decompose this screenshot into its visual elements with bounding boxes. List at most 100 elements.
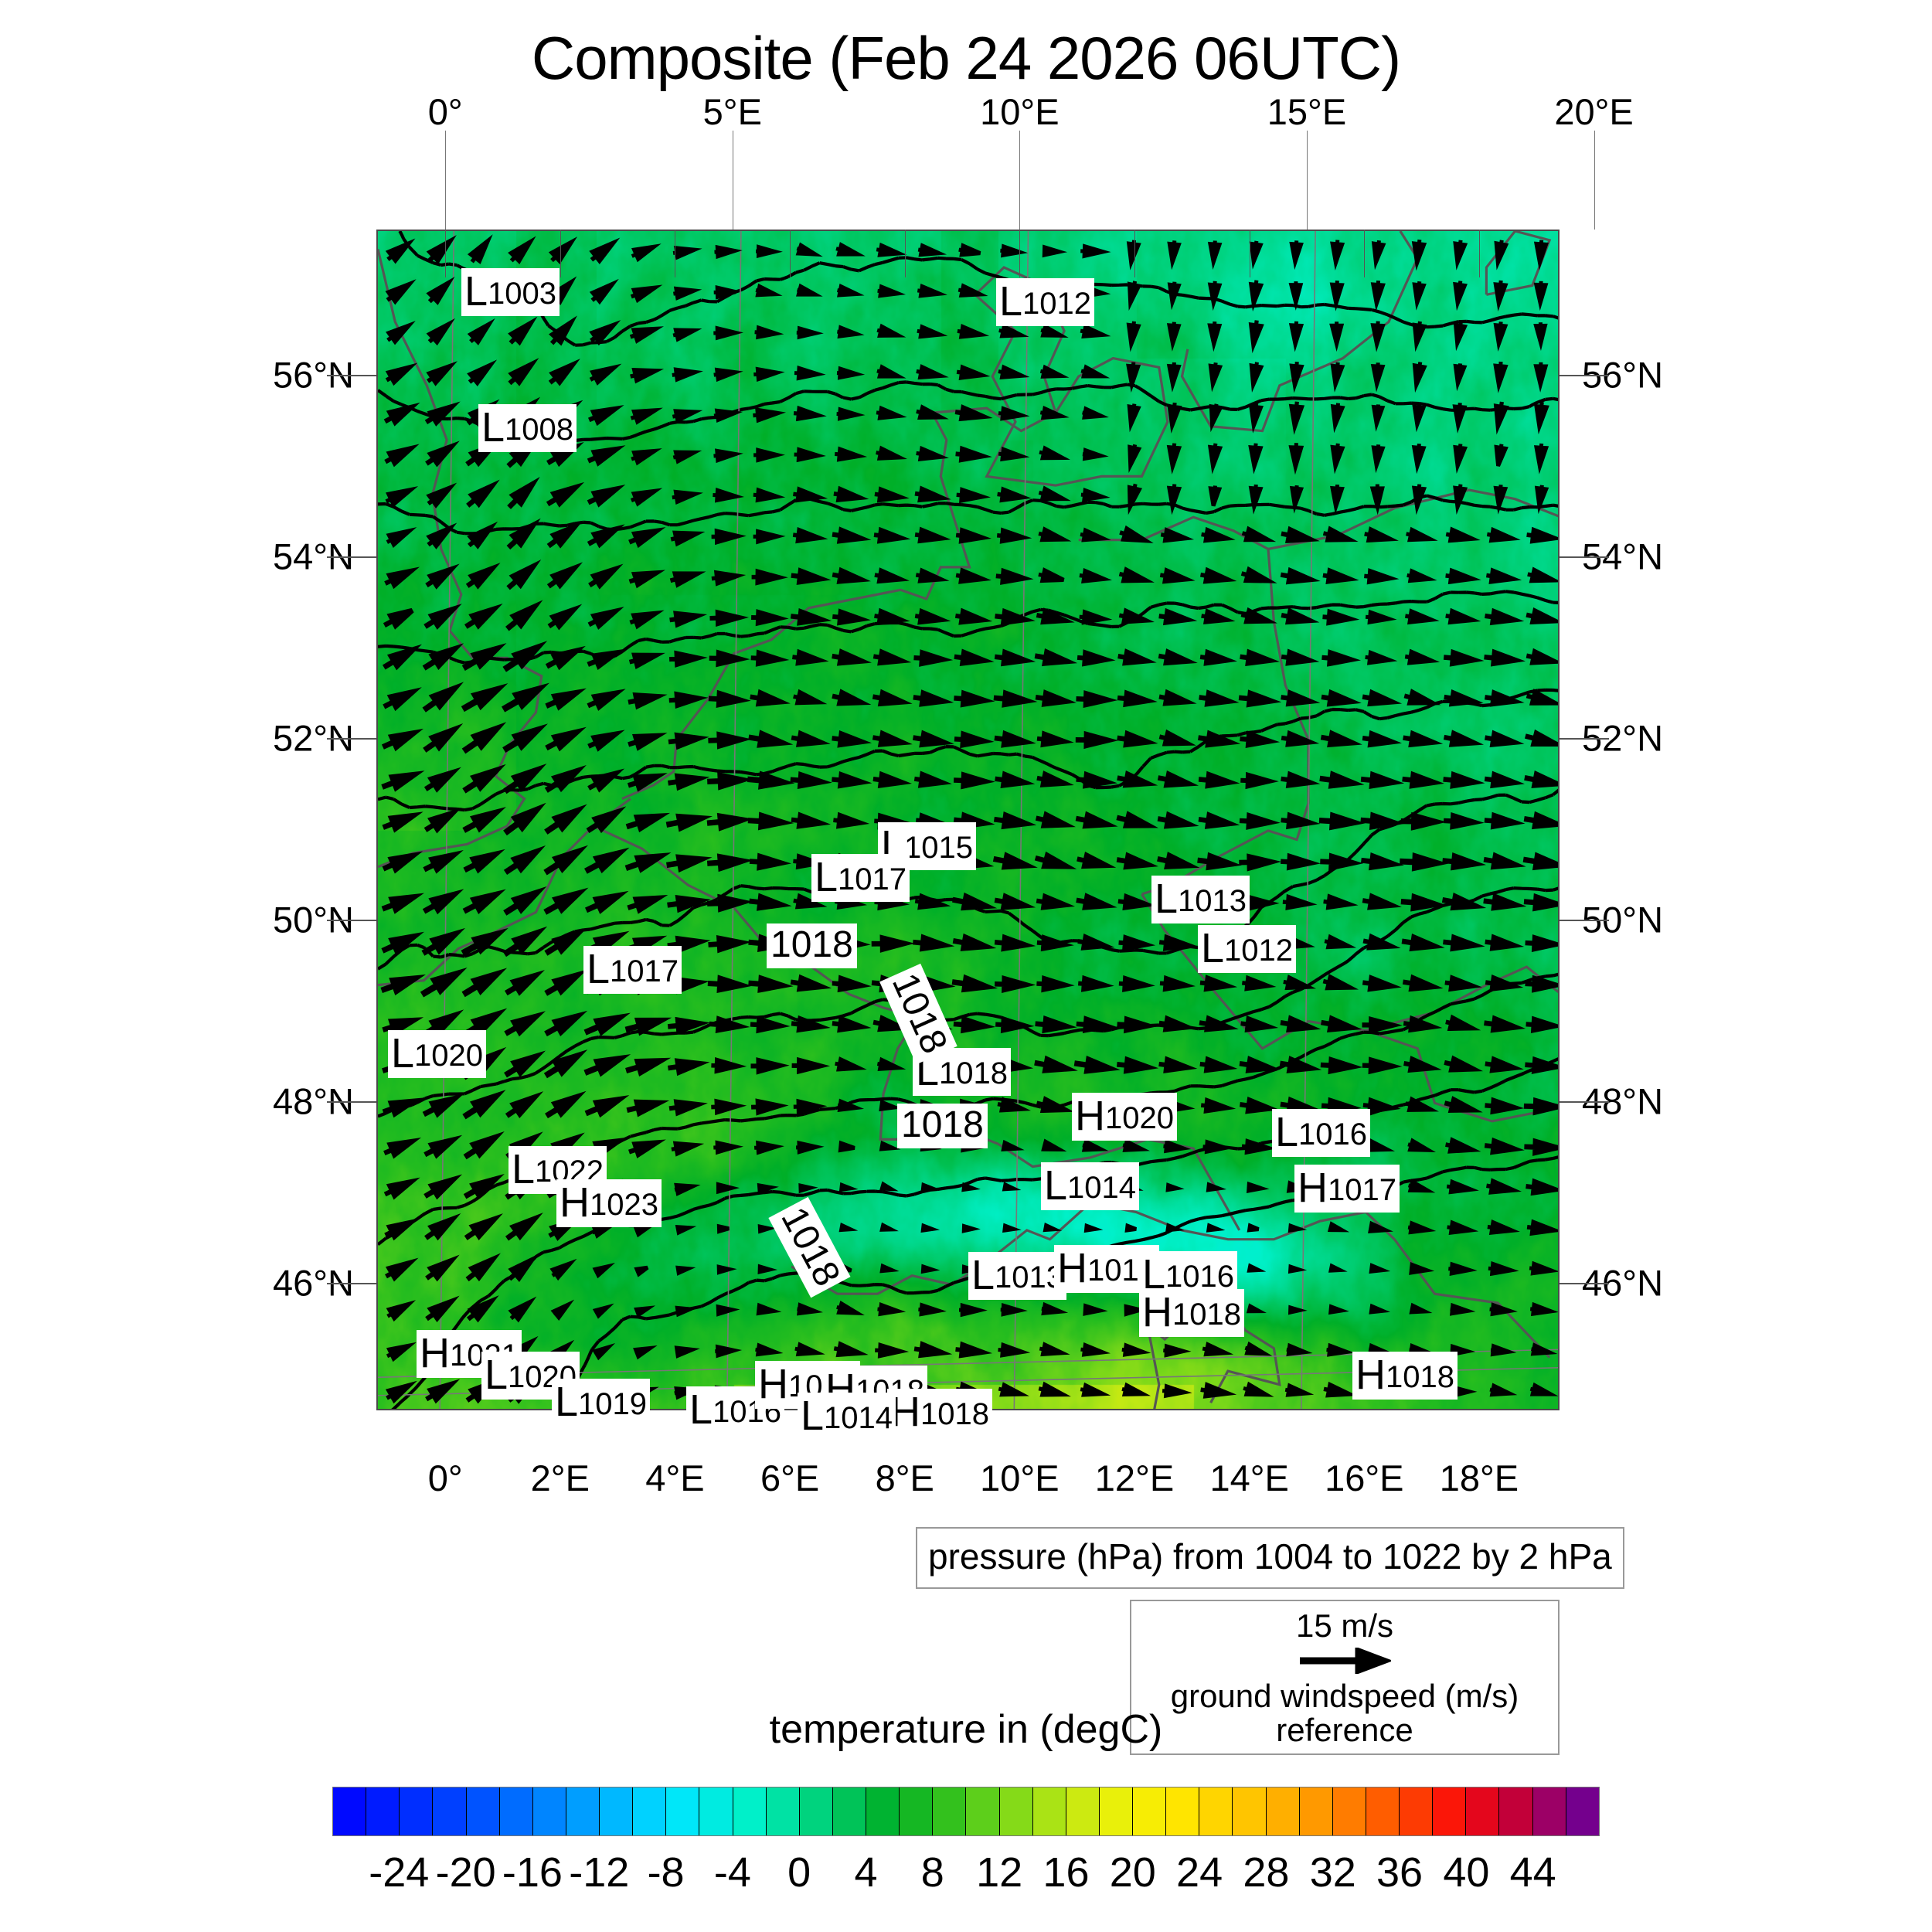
wind-vector <box>1122 1138 1150 1152</box>
wind-vector <box>961 1182 981 1192</box>
pressure-center-type: L <box>999 278 1023 325</box>
wind-vector <box>1484 770 1525 789</box>
pressure-center-label: L1014 <box>798 1393 896 1440</box>
pressure-center-value: 1018 <box>939 1056 1009 1090</box>
wind-vector <box>462 807 506 833</box>
colorbar-tick-label: 24 <box>1176 1849 1223 1896</box>
wind-vector <box>713 367 743 383</box>
pressure-center-value: 1016 <box>1298 1117 1368 1151</box>
wind-vector <box>1365 649 1398 665</box>
wind-vector <box>1403 689 1441 706</box>
wind-vector <box>952 933 997 951</box>
wind-vector <box>1330 484 1345 515</box>
wind-vector <box>1079 609 1113 625</box>
map-vector-overlay <box>378 231 1558 1409</box>
wind-vector <box>382 811 423 833</box>
wind-vector <box>1243 1381 1274 1397</box>
wind-vector <box>1240 730 1281 749</box>
colorbar-tick-label: 4 <box>854 1849 878 1896</box>
wind-vector <box>423 604 462 630</box>
wind-vector <box>716 1182 740 1195</box>
wind-vector <box>914 526 951 544</box>
wind-vector <box>1248 402 1264 434</box>
wind-vector <box>955 527 992 544</box>
colorbar-segment <box>499 1787 533 1835</box>
wind-vector <box>1036 730 1074 748</box>
wind-vector <box>1493 321 1509 352</box>
pressure-contour <box>398 231 1558 347</box>
wind-vector <box>837 284 865 298</box>
wind-vector <box>792 648 829 666</box>
wind-vector <box>380 975 426 996</box>
wind-vector <box>1329 321 1345 352</box>
wind-vector <box>462 1090 506 1120</box>
right-lat-tick <box>1560 738 1609 740</box>
wind-vector <box>1117 1015 1158 1034</box>
wind-vector <box>584 1095 630 1118</box>
wind-vector <box>832 608 871 626</box>
colorbar-segment <box>433 1787 467 1835</box>
wind-vector <box>713 325 744 341</box>
wind-vector <box>1525 1056 1558 1074</box>
wind-vector <box>1405 608 1440 625</box>
bottom-lon-tick <box>790 230 791 277</box>
wind-vector <box>998 406 1030 421</box>
wind-vector <box>422 643 464 671</box>
wind-vector <box>423 807 462 834</box>
wind-vector <box>713 408 743 423</box>
wind-vector <box>1239 1097 1281 1114</box>
wind-vector <box>1405 1096 1439 1112</box>
bottom-lon-tick <box>1478 230 1480 277</box>
wind-vector <box>706 812 753 832</box>
colorbar-segment <box>1532 1787 1566 1835</box>
wind-vector <box>708 731 752 750</box>
wind-vector <box>1080 324 1111 339</box>
wind-vector <box>385 1380 417 1404</box>
wind-vector <box>1199 1015 1239 1032</box>
wind-vector <box>671 1141 705 1157</box>
colorbar-tick-label: 0 <box>787 1849 811 1896</box>
wind-vector <box>1124 1223 1138 1233</box>
wind-vector <box>876 445 907 461</box>
wind-vector <box>508 1253 539 1282</box>
wind-vector <box>790 770 832 790</box>
coastline <box>621 412 971 801</box>
wind-vector <box>1525 934 1558 952</box>
colorbar-segment <box>1366 1787 1400 1835</box>
pressure-center-type: L <box>1044 1162 1068 1209</box>
wind-vector <box>1281 526 1320 543</box>
wind-vector <box>748 730 794 748</box>
wind-vector <box>1080 488 1111 502</box>
wind-vector <box>750 1098 789 1116</box>
wind-vector <box>503 802 546 836</box>
wind-vector <box>1039 364 1070 379</box>
wind-vector <box>1201 526 1236 543</box>
wind-vector <box>1077 852 1117 869</box>
wind-vector <box>833 485 869 503</box>
wind-vector <box>1362 689 1403 707</box>
colorbar-segment <box>633 1787 667 1835</box>
wind-vector <box>1288 321 1304 352</box>
wind-vector <box>550 1299 575 1321</box>
wind-vector <box>544 804 587 835</box>
wind-vector <box>994 893 1036 910</box>
wind-vector <box>1207 321 1223 352</box>
wind-vector <box>629 610 665 630</box>
wind-vector <box>1202 1342 1234 1357</box>
pressure-center-value: 1013 <box>1178 884 1247 918</box>
wind-vector <box>1288 443 1304 475</box>
wind-vector <box>872 770 913 789</box>
wind-vector <box>381 728 424 752</box>
wind-vector <box>1493 485 1509 515</box>
pressure-center-type: H <box>1075 1093 1105 1139</box>
wind-vector <box>505 600 543 631</box>
wind-vector <box>711 1057 747 1074</box>
wind-vector <box>1206 1223 1226 1233</box>
colorbar-tick-label: -16 <box>502 1849 563 1896</box>
wind-vector <box>467 359 498 386</box>
bottom-lon-tick-label: 14°E <box>1209 1458 1289 1498</box>
wind-vector <box>505 1213 543 1241</box>
wind-vector <box>1082 406 1109 420</box>
colorbar-segment <box>1166 1787 1200 1835</box>
wind-vector <box>504 1050 546 1078</box>
